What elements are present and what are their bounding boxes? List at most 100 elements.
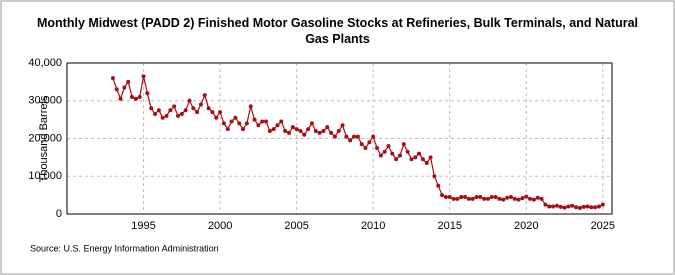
data-point [114,87,119,92]
data-point [531,197,536,202]
data-point [309,121,314,126]
data-point [554,203,559,208]
data-point [332,134,337,139]
data-point [443,195,448,200]
data-point [118,96,123,101]
data-point [248,104,253,109]
data-point [306,127,311,132]
y-tick-label: 10,000 [28,170,62,182]
data-point [153,111,158,116]
data-point [505,195,510,200]
data-point [256,123,261,128]
data-point [508,195,513,200]
data-point [122,85,127,90]
data-point [237,121,242,126]
data-point [244,121,249,126]
data-point [440,193,445,198]
data-point [512,196,517,201]
data-point [210,110,215,115]
data-point [378,153,383,158]
y-tick-label: 30,000 [28,95,62,107]
plot-area [66,62,613,215]
data-point [405,149,410,154]
data-point [352,134,357,139]
data-point [348,138,353,143]
data-point [325,125,330,130]
data-point [459,195,464,200]
x-tick-label: 2025 [591,220,615,232]
data-point [110,76,115,81]
data-point [535,195,540,200]
data-point [539,196,544,201]
y-tick-label: 20,000 [28,132,62,144]
data-point [516,197,521,202]
data-point [164,113,169,118]
data-point [275,123,280,128]
data-point [470,196,475,201]
data-point [294,127,299,132]
data-point [279,119,284,124]
data-point [593,205,598,210]
data-point [547,204,552,209]
y-axis-label: Thousand Barrels [38,95,50,182]
data-point [570,203,575,208]
data-point [252,117,257,122]
y-tick-label: 40,000 [28,57,62,69]
data-point [264,119,269,124]
data-point [229,119,234,124]
x-tick-label: 2020 [514,220,538,232]
data-point [596,204,601,209]
data-point [214,115,219,120]
data-point [401,142,406,147]
data-point [363,145,368,150]
data-point [485,196,490,201]
data-point [321,128,326,133]
data-point [463,195,468,200]
data-point [137,94,142,99]
data-point [283,128,288,133]
data-point [371,134,376,139]
data-point [551,204,556,209]
x-tick-label: 2005 [284,220,308,232]
data-point [558,204,563,209]
data-point [432,174,437,179]
data-point [233,115,238,120]
data-point [133,96,138,101]
data-point [329,130,334,135]
data-point [589,205,594,210]
data-point [375,145,380,150]
data-point [528,196,533,201]
data-point [417,151,422,156]
data-point [367,140,372,145]
data-point [267,128,272,133]
data-point [397,153,402,158]
data-point [187,98,192,103]
data-point [562,205,567,210]
data-point [302,132,307,137]
data-point [202,93,207,98]
data-point [524,194,529,199]
x-tick-label: 2000 [208,220,232,232]
x-tick-label: 2010 [361,220,385,232]
data-point [424,161,429,166]
data-point [160,115,165,120]
data-point [501,197,506,202]
data-point [336,128,341,133]
data-point [355,134,360,139]
data-line [112,76,604,209]
data-point [149,106,154,111]
data-point [198,102,203,107]
data-point [145,91,150,96]
data-point [600,202,605,207]
chart-title: Monthly Midwest (PADD 2) Finished Motor … [36,16,639,46]
data-point [260,119,265,124]
data-point [191,106,196,111]
data-point [574,205,579,210]
data-point [382,149,387,154]
data-point [428,155,433,160]
x-tick-label: 1995 [131,220,155,232]
data-point [447,195,452,200]
data-point [585,204,590,209]
